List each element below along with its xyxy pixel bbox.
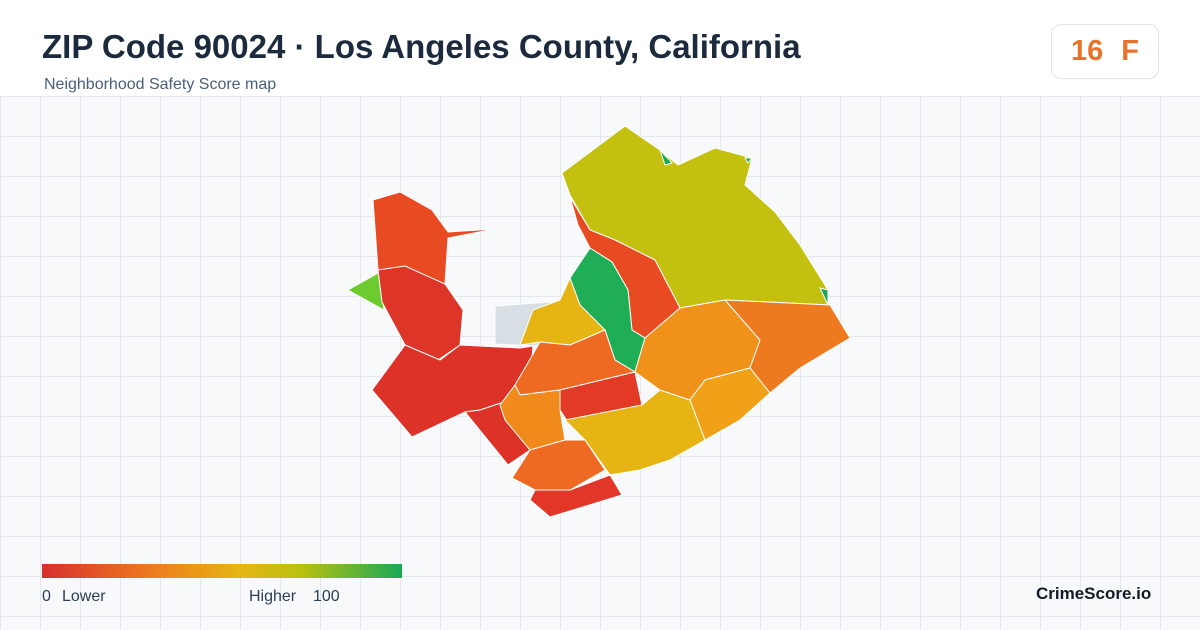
header: [0, 0, 1200, 97]
legend-min-label: Lower: [62, 588, 106, 605]
legend-min: 0: [42, 588, 51, 605]
region: [723, 299, 851, 394]
legend-gradient: [42, 564, 402, 578]
brand: CrimeScore.io: [1036, 584, 1152, 603]
region: [529, 474, 623, 518]
score-badge: 16 F: [1051, 24, 1159, 79]
region: [689, 367, 771, 441]
region: [563, 389, 706, 476]
region: [659, 149, 829, 306]
region: [511, 439, 606, 491]
region: [377, 265, 464, 361]
legend-max-label: Higher: [249, 588, 297, 605]
title: ZIP Code 90024 · Los Angeles County, Cal…: [42, 28, 801, 65]
score: 16: [1071, 35, 1104, 67]
subtitle: Neighborhood Safety Score map: [44, 76, 277, 93]
legend-max: 100: [313, 588, 340, 605]
grade: F: [1121, 35, 1139, 67]
